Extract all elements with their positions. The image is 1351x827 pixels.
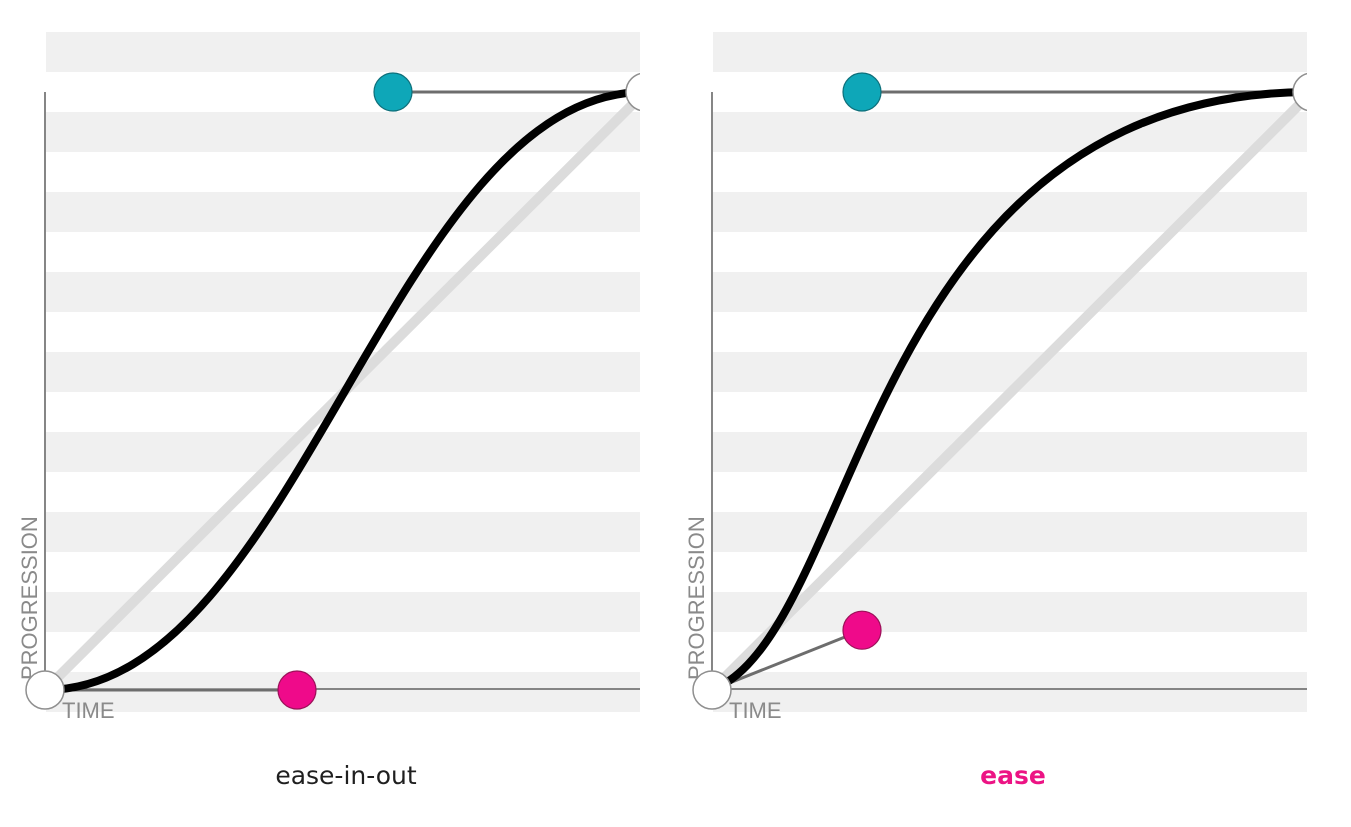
- background-stripe: [713, 32, 1307, 72]
- background-stripe: [46, 432, 640, 472]
- background-stripe: [713, 672, 1307, 712]
- background-stripe: [46, 512, 640, 552]
- control-point-2-handle[interactable]: [373, 72, 413, 112]
- background-stripe: [713, 272, 1307, 312]
- curve-caption[interactable]: ease: [980, 761, 1046, 790]
- background-stripe: [713, 432, 1307, 472]
- control-point-2-handle[interactable]: [842, 72, 882, 112]
- control-point-1-handle[interactable]: [277, 670, 317, 710]
- background-stripe: [46, 192, 640, 232]
- x-axis-label: TIME: [62, 698, 115, 723]
- background-stripe: [713, 592, 1307, 632]
- start-point: [692, 670, 732, 710]
- start-point: [25, 670, 65, 710]
- background-stripe: [713, 512, 1307, 552]
- y-axis-label: PROGRESSION: [684, 516, 709, 680]
- background-stripe: [46, 32, 640, 72]
- background-stripes: [713, 32, 1307, 712]
- background-stripe: [713, 352, 1307, 392]
- control-point-1-handle[interactable]: [842, 610, 882, 650]
- easing-panel-ease-in-out: PROGRESSION TIME ease-in-out: [0, 0, 640, 827]
- easing-curve: [708, 88, 1307, 694]
- x-axis-label: TIME: [729, 698, 782, 723]
- curve-caption[interactable]: ease-in-out: [275, 761, 417, 790]
- background-stripe: [46, 352, 640, 392]
- background-stripe: [46, 672, 640, 712]
- linear-reference-line: [707, 89, 1307, 695]
- end-point: [625, 72, 640, 112]
- end-point: [1292, 72, 1307, 112]
- background-stripe: [46, 272, 640, 312]
- background-stripes: [46, 32, 640, 712]
- easing-graph: PROGRESSION TIME: [17, 32, 640, 723]
- easing-curve: [41, 88, 640, 694]
- easing-graph: PROGRESSION TIME: [684, 32, 1307, 723]
- background-stripe: [46, 592, 640, 632]
- easing-panel-ease: PROGRESSION TIME ease: [667, 0, 1307, 827]
- control-handle-1-line: [711, 628, 863, 692]
- y-axis-label: PROGRESSION: [17, 516, 42, 680]
- background-stripe: [713, 112, 1307, 152]
